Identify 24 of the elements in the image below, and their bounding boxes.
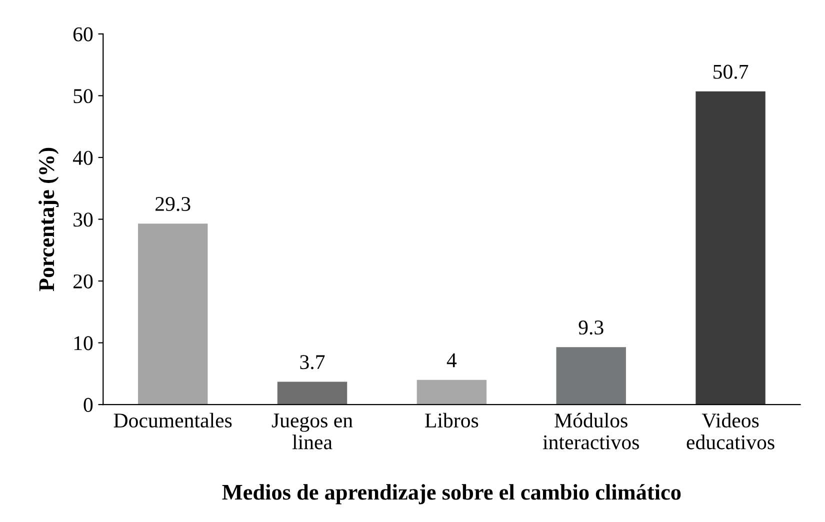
- bar: [138, 224, 208, 405]
- x-tick-label: Juegos en linea: [272, 414, 353, 450]
- y-tick-label: 40: [72, 150, 93, 165]
- bar: [277, 382, 348, 405]
- y-tick-label: 20: [73, 274, 93, 288]
- y-tick-label: 30: [74, 212, 93, 227]
- data-label: 50.7: [714, 64, 748, 79]
- x-axis-title: Medios de aprendizaje sobre el cambio climático: [222, 484, 681, 504]
- y-tick-label: 0: [84, 398, 93, 412]
- data-label: 3.7: [300, 355, 325, 370]
- data-label: 4: [446, 353, 457, 368]
- x-tick-label: Documentales: [114, 412, 232, 428]
- bar: [556, 347, 626, 405]
- y-tick-label: 60: [73, 27, 93, 42]
- y-axis-title: Porcentaje (%): [38, 148, 59, 292]
- data-label: 29.3: [156, 197, 190, 212]
- bar: [416, 380, 487, 405]
- x-tick-label: Libros: [425, 412, 478, 428]
- y-tick-label: 10: [74, 336, 93, 350]
- bar: [696, 91, 766, 405]
- x-tick-label: Módulos interactivos: [542, 412, 639, 450]
- y-tick-label: 50: [74, 89, 93, 104]
- x-tick-label: Videos educativos: [686, 412, 774, 450]
- data-label: 9.3: [578, 320, 604, 335]
